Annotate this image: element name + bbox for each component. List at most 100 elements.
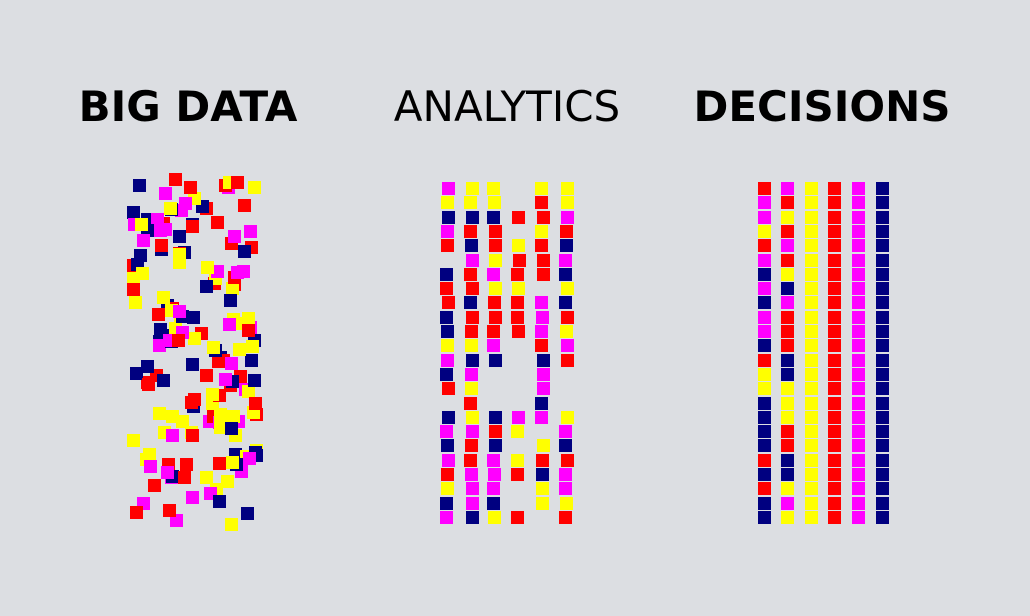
data-square: [170, 514, 183, 527]
decision-square: [852, 268, 865, 281]
decision-square: [876, 411, 889, 424]
analytics-square: [487, 211, 500, 224]
data-square: [164, 202, 177, 215]
analytics-square: [442, 211, 455, 224]
analytics-square: [511, 268, 524, 281]
data-square: [136, 267, 149, 280]
analytics-square: [535, 325, 548, 338]
decision-square: [758, 311, 771, 324]
data-square: [163, 504, 176, 517]
decision-square: [876, 311, 889, 324]
decision-square: [828, 325, 841, 338]
decision-square: [852, 196, 865, 209]
analytics-square: [512, 211, 525, 224]
data-square: [200, 369, 213, 382]
analytics-square: [465, 325, 478, 338]
decision-square: [781, 254, 794, 267]
analytics-square: [441, 482, 454, 495]
data-square: [207, 341, 220, 354]
data-square: [188, 332, 201, 345]
data-square: [186, 491, 199, 504]
analytics-square: [535, 339, 548, 352]
data-square: [246, 340, 259, 353]
data-square: [157, 374, 170, 387]
analytics-square: [561, 339, 574, 352]
analytics-square: [512, 239, 525, 252]
decision-square: [876, 354, 889, 367]
analytics-square: [487, 182, 500, 195]
analytics-square: [535, 397, 548, 410]
data-square: [152, 308, 165, 321]
decision-square: [781, 382, 794, 395]
data-square: [221, 475, 234, 488]
decision-square: [852, 182, 865, 195]
decision-square: [876, 225, 889, 238]
decision-square: [805, 182, 818, 195]
decision-square: [758, 382, 771, 395]
data-square: [242, 312, 255, 325]
data-square: [213, 457, 226, 470]
analytics-square: [561, 454, 574, 467]
analytics-square: [440, 497, 453, 510]
decision-square: [805, 397, 818, 410]
decision-square: [758, 497, 771, 510]
decision-square: [805, 254, 818, 267]
analytics-square: [441, 468, 454, 481]
decision-square: [758, 239, 771, 252]
data-square: [166, 410, 179, 423]
analytics-square: [561, 282, 574, 295]
analytics-square: [466, 211, 479, 224]
analytics-square: [465, 239, 478, 252]
decision-square: [805, 211, 818, 224]
decision-square: [828, 225, 841, 238]
analytics-square: [487, 268, 500, 281]
analytics-square: [489, 425, 502, 438]
decision-square: [876, 368, 889, 381]
analytics-square: [441, 196, 454, 209]
decision-square: [781, 182, 794, 195]
decision-square: [758, 268, 771, 281]
data-square: [244, 225, 257, 238]
analytics-square: [465, 468, 478, 481]
decision-square: [805, 296, 818, 309]
decision-square: [828, 425, 841, 438]
analytics-square: [537, 439, 550, 452]
analytics-square: [466, 482, 479, 495]
data-square: [127, 283, 140, 296]
data-square: [129, 296, 142, 309]
decision-square: [852, 439, 865, 452]
decision-square: [852, 425, 865, 438]
data-square: [134, 249, 147, 262]
decision-square: [805, 368, 818, 381]
data-square: [127, 206, 140, 219]
decision-square: [781, 196, 794, 209]
decision-square: [852, 354, 865, 367]
data-square: [228, 230, 241, 243]
analytics-square: [488, 196, 501, 209]
data-square: [223, 318, 236, 331]
data-square: [178, 471, 191, 484]
data-square: [214, 408, 227, 421]
data-square: [248, 374, 261, 387]
analytics-square: [536, 497, 549, 510]
decision-square: [852, 282, 865, 295]
decision-square: [852, 211, 865, 224]
decision-square: [852, 311, 865, 324]
analytics-square: [466, 254, 479, 267]
decision-square: [876, 397, 889, 410]
decision-square: [781, 454, 794, 467]
data-square: [180, 458, 193, 471]
decision-square: [781, 282, 794, 295]
decision-square: [805, 411, 818, 424]
analytics-square: [465, 439, 478, 452]
analytics-square: [489, 354, 502, 367]
data-square: [231, 266, 244, 279]
decision-square: [781, 354, 794, 367]
data-square: [211, 216, 224, 229]
decision-square: [805, 196, 818, 209]
decision-square: [805, 454, 818, 467]
decision-square: [781, 497, 794, 510]
data-square: [127, 434, 140, 447]
decision-square: [852, 468, 865, 481]
